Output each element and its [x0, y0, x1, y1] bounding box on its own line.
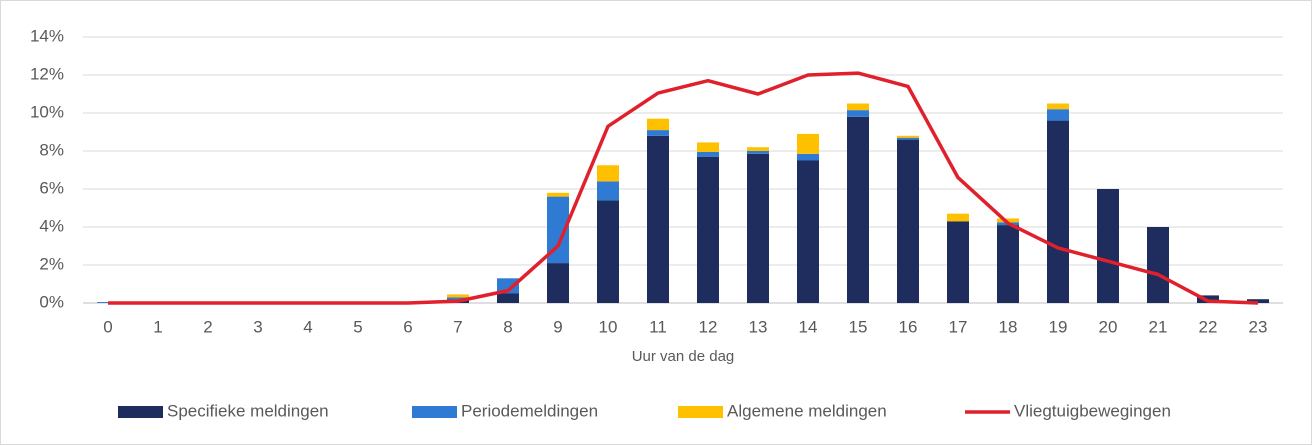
x-tick-label: 12	[699, 317, 718, 336]
x-tick-label: 16	[899, 317, 918, 336]
x-tick-label: 7	[453, 317, 462, 336]
legend-label: Specifieke meldingen	[167, 401, 329, 420]
x-tick-label: 20	[1099, 317, 1118, 336]
y-tick-label: 6%	[39, 178, 64, 197]
legend-swatch	[412, 406, 457, 418]
y-tick-label: 0%	[39, 292, 64, 311]
bar	[897, 139, 919, 303]
bar	[547, 192, 569, 197]
legend-swatch	[678, 406, 723, 418]
bar	[647, 135, 669, 303]
x-tick-label: 23	[1249, 317, 1268, 336]
legend-swatch	[118, 406, 163, 418]
x-tick-label: 3	[253, 317, 262, 336]
bar	[947, 213, 969, 222]
bar	[547, 196, 569, 264]
x-tick-label: 15	[849, 317, 868, 336]
bar	[847, 110, 869, 117]
bar	[797, 133, 819, 154]
legend-label: Periodemeldingen	[461, 401, 598, 420]
x-tick-label: 5	[353, 317, 362, 336]
bar	[447, 297, 469, 300]
x-tick-label: 8	[503, 317, 512, 336]
bar	[697, 151, 719, 157]
bar	[1047, 103, 1069, 110]
x-tick-label: 14	[799, 317, 818, 336]
legend-label: Vliegtuigbewegingen	[1014, 401, 1171, 420]
bar	[897, 135, 919, 138]
x-tick-label: 10	[599, 317, 618, 336]
x-tick-label: 9	[553, 317, 562, 336]
x-axis-label: Uur van de dag	[632, 348, 735, 365]
line	[108, 71, 1259, 305]
bar	[897, 137, 919, 140]
bar	[697, 156, 719, 303]
bar	[747, 147, 769, 151]
bar	[997, 218, 1019, 223]
bar	[1047, 120, 1069, 303]
bar	[947, 221, 969, 303]
bar	[647, 130, 669, 136]
bar	[997, 225, 1019, 303]
bar	[647, 118, 669, 131]
bar	[747, 151, 769, 154]
y-tick-label: 10%	[30, 102, 64, 121]
x-tick-label: 6	[403, 317, 412, 336]
x-tick-label: 4	[303, 317, 312, 336]
y-tick-label: 8%	[39, 140, 64, 159]
bar	[547, 263, 569, 303]
bar	[847, 116, 869, 303]
bar	[447, 294, 469, 298]
bar	[797, 160, 819, 303]
legend-label: Algemene meldingen	[727, 401, 887, 420]
y-tick-label: 14%	[30, 26, 64, 45]
y-tick-label: 2%	[39, 254, 64, 273]
bar	[597, 200, 619, 303]
bar	[1147, 227, 1169, 303]
bar	[497, 293, 519, 303]
x-tick-label: 11	[649, 317, 667, 336]
bar	[1097, 189, 1119, 303]
x-tick-label: 19	[1049, 317, 1068, 336]
bar	[1247, 299, 1269, 303]
bar	[497, 278, 519, 294]
bar	[597, 181, 619, 201]
bar	[597, 165, 619, 182]
bar	[797, 153, 819, 161]
x-tick-label: 13	[749, 317, 768, 336]
x-tick-label: 22	[1199, 317, 1218, 336]
bar	[847, 103, 869, 111]
bar	[697, 142, 719, 152]
x-tick-label: 21	[1149, 317, 1168, 336]
x-tick-label: 18	[999, 317, 1018, 336]
x-tick-label: 1	[153, 317, 162, 336]
x-tick-label: 0	[103, 317, 112, 336]
y-tick-label: 12%	[30, 64, 64, 83]
bar	[747, 153, 769, 303]
x-tick-label: 17	[949, 317, 968, 336]
y-tick-label: 4%	[39, 216, 64, 235]
bar	[1047, 109, 1069, 121]
x-tick-label: 2	[203, 317, 212, 336]
